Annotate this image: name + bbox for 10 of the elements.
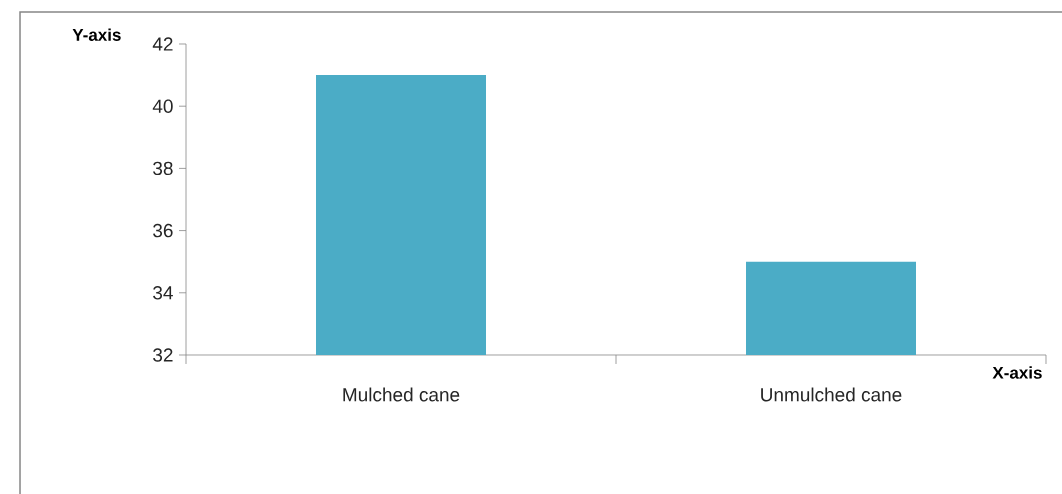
y-tick-label: 42 [152,37,173,51]
y-tick-label: 38 [153,161,173,176]
y-tick-label: 36 [153,223,173,238]
x-axis-title: X-axis [992,366,1042,379]
y-tick-label: 40 [152,99,173,113]
x-tick-label: Mulched cane [343,387,460,402]
y-tick-label: 32 [153,348,173,362]
x-tick-label: Unmulched cane [761,387,902,402]
y-axis-title: Y-axis [72,28,121,41]
y-tick-label: 34 [153,286,173,300]
